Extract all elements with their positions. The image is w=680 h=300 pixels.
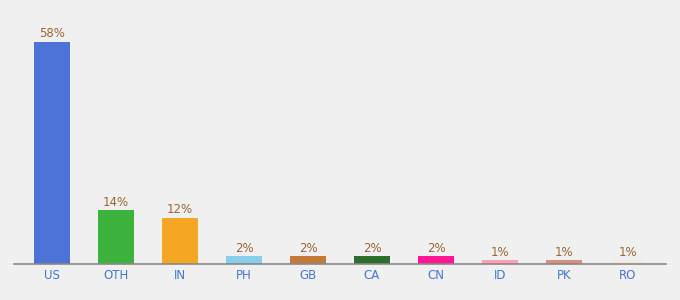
Bar <box>354 256 390 264</box>
Text: 1%: 1% <box>491 246 509 259</box>
Text: 2%: 2% <box>362 242 381 255</box>
Bar <box>163 218 198 264</box>
Text: 2%: 2% <box>299 242 318 255</box>
Bar <box>547 260 581 264</box>
Text: 2%: 2% <box>235 242 254 255</box>
Bar <box>611 260 645 264</box>
Text: 1%: 1% <box>619 246 637 259</box>
Text: 58%: 58% <box>39 27 65 40</box>
Bar <box>290 256 326 264</box>
Text: 12%: 12% <box>167 203 193 217</box>
Bar <box>418 256 454 264</box>
Text: 1%: 1% <box>555 246 573 259</box>
Bar <box>99 210 133 264</box>
Bar <box>35 42 69 264</box>
Text: 2%: 2% <box>426 242 445 255</box>
Text: 14%: 14% <box>103 196 129 209</box>
Bar <box>482 260 517 264</box>
Bar <box>226 256 262 264</box>
